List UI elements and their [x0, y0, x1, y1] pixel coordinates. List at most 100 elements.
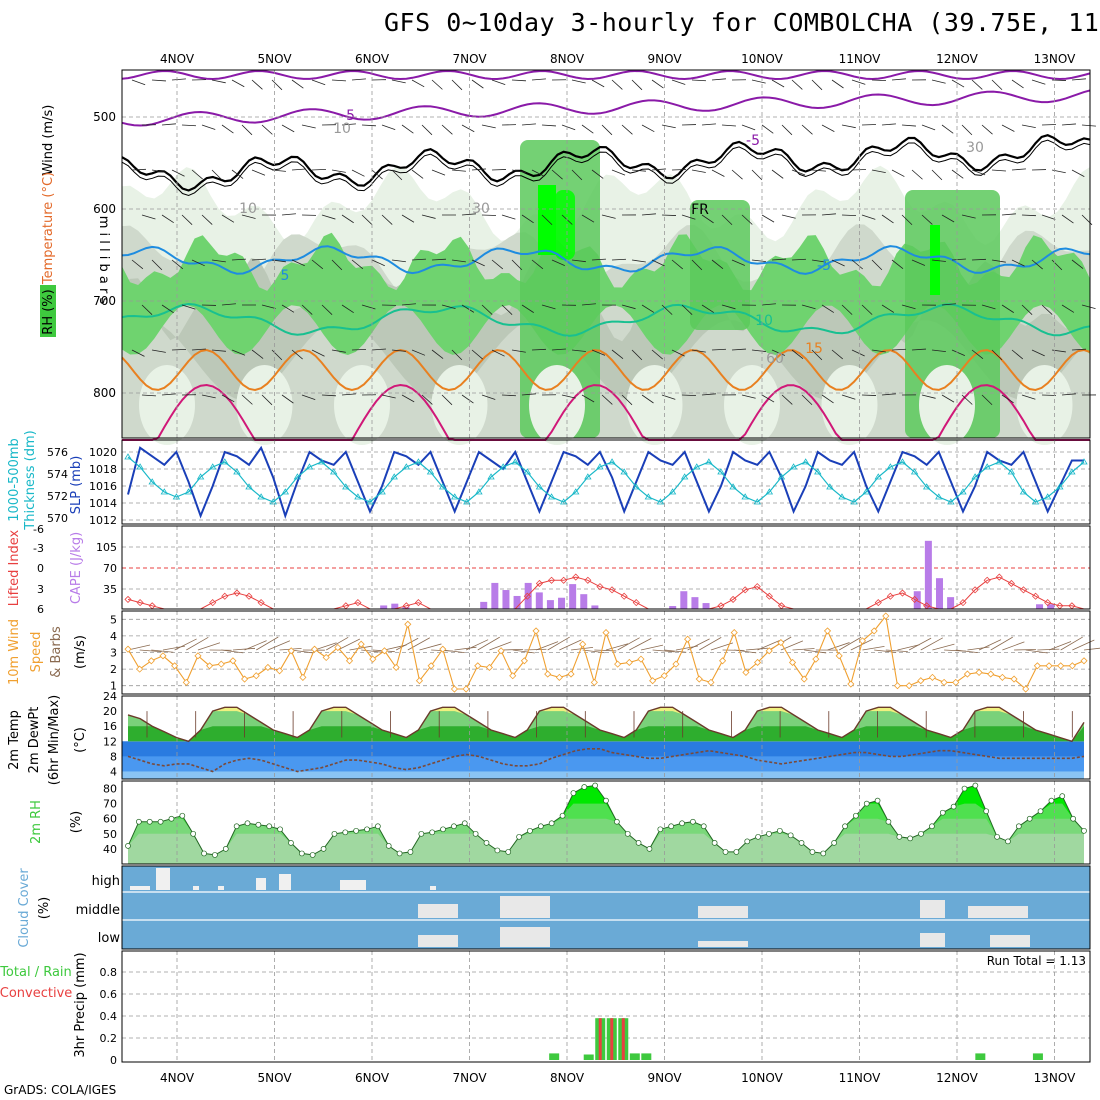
thickness-marker	[463, 498, 471, 505]
cape-bar	[580, 594, 588, 609]
wind-barb	[931, 79, 946, 84]
cloud-low-bar	[500, 927, 550, 947]
rh2m-marker	[592, 782, 598, 789]
wind-barb	[1001, 124, 1015, 132]
upper-label-temp: Temperature (°C)	[41, 172, 56, 285]
wind10-barb	[454, 646, 477, 651]
dry-pocket	[821, 365, 878, 445]
upper-label-rh: RH (%)	[41, 289, 56, 334]
rh2m-marker	[842, 823, 848, 830]
rh2m-marker	[787, 832, 794, 839]
wind-barb	[741, 394, 756, 399]
wind-barb	[1061, 304, 1075, 313]
wind10-marker	[835, 652, 843, 660]
wind10-marker	[404, 620, 412, 628]
rh-column	[690, 200, 750, 330]
precip-tick-label: 0.4	[100, 1010, 118, 1023]
wind10-marker	[462, 685, 470, 693]
wind10-marker	[322, 653, 330, 662]
dry-pocket	[529, 365, 585, 445]
li-marker	[124, 595, 132, 603]
date-label-top: 12NOV	[936, 52, 978, 66]
thickness-line	[127, 456, 1085, 503]
thickness-marker	[342, 483, 350, 490]
cloud-high-bar	[218, 886, 224, 890]
wind-barb	[831, 168, 846, 171]
wind10-marker	[672, 660, 680, 668]
temp2m-label-2: 2m DewPt	[27, 707, 42, 774]
thickness-marker	[668, 488, 677, 495]
thickness-marker	[596, 463, 604, 470]
wind-barb	[281, 394, 294, 404]
wind-barb	[241, 124, 253, 136]
li-marker	[233, 589, 241, 597]
wind10-barb	[244, 640, 267, 651]
thickness-marker	[765, 488, 774, 495]
cape-lifted-index-panel	[122, 526, 1090, 610]
contour-label: -5	[746, 133, 760, 149]
rh2m-marker	[624, 830, 631, 837]
li-marker	[560, 576, 568, 584]
li-marker	[620, 592, 628, 600]
wind10-marker	[357, 640, 365, 648]
precip-total-bar	[549, 1053, 560, 1060]
wind-barb	[181, 124, 197, 127]
panel-frame	[121, 439, 1091, 525]
wind-barb	[541, 214, 553, 226]
wind10-marker	[555, 673, 563, 681]
li-marker	[523, 592, 531, 600]
thickness-marker	[644, 493, 653, 500]
rh2m-marker	[451, 823, 457, 830]
freezing-level	[121, 134, 1091, 192]
wind-barb	[671, 259, 684, 270]
wind10-marker	[229, 657, 237, 665]
rh2m-marker	[505, 849, 512, 855]
rh2m-marker	[646, 846, 653, 852]
wind-barb	[481, 394, 496, 400]
slp-line	[127, 445, 1084, 519]
wind-barb	[881, 123, 896, 126]
li-marker	[632, 599, 640, 607]
li-marker	[995, 573, 1003, 581]
wind-barb	[211, 349, 226, 352]
wind10-marker	[369, 655, 377, 663]
wind-barb	[721, 124, 736, 127]
rh2m-marker	[429, 829, 436, 836]
date-label-bottom: 10NOV	[741, 1071, 783, 1085]
dewpt2m-line	[127, 748, 1085, 773]
wind-barb	[821, 213, 836, 216]
rh2m-tick-label: 50	[103, 828, 117, 841]
cape-bar	[391, 603, 399, 609]
wind-barb	[351, 348, 367, 351]
wind-barb	[951, 79, 965, 88]
wind-barb	[451, 79, 463, 91]
wind-barb	[281, 213, 296, 216]
li-marker	[765, 592, 773, 600]
thickness-marker	[148, 478, 156, 485]
wind10-marker	[136, 665, 144, 673]
wind-barb	[521, 214, 534, 224]
cloud-high-bar	[256, 878, 266, 890]
wind-barb	[301, 124, 316, 129]
wind-barb	[821, 124, 835, 132]
wind10-marker	[264, 663, 272, 672]
wind10-barb	[174, 638, 197, 651]
thickness-marker	[1031, 498, 1040, 505]
thickness-marker	[717, 468, 725, 475]
thickness-tick-label: 574	[47, 468, 68, 481]
wind-barb	[831, 79, 844, 89]
wind-barb	[991, 349, 1003, 361]
rh2m-marker	[244, 820, 251, 827]
wind10-marker	[1033, 662, 1041, 670]
wind-barb	[161, 214, 174, 224]
wind-barb	[1011, 259, 1025, 267]
wind10-tick-label: 5	[110, 613, 117, 626]
li-marker	[414, 599, 422, 607]
li-tick-label: 0	[37, 562, 44, 575]
wind-barb	[531, 348, 547, 351]
wind-barb	[621, 124, 633, 135]
wind-barb	[271, 79, 283, 91]
wind-barb	[861, 394, 877, 396]
wind-barb	[611, 169, 626, 176]
rh2m-marker	[581, 784, 588, 790]
